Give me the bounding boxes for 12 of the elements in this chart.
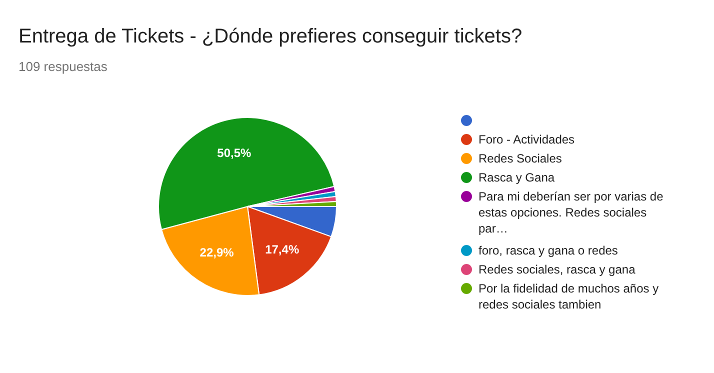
legend-label: Por la fidelidad de muchos años y redes sociales tambien	[478, 282, 659, 312]
chart-title: Entrega de Tickets - ¿Dónde prefieres conseguir tickets?	[18, 26, 522, 48]
legend-label: Para mi deberían ser por varias de estas opciones. Redes sociales par…	[478, 190, 664, 236]
data-label: 22,9%	[200, 245, 234, 260]
data-label: 17,4%	[265, 242, 300, 256]
legend-label: Redes Sociales	[478, 152, 562, 166]
legend-label: Foro - Actividades	[478, 132, 575, 146]
legend-label: foro, rasca y gana o redes	[478, 244, 618, 258]
legend-label: Rasca y Gana	[478, 170, 555, 184]
legend-label: Redes sociales, rasca y gana	[478, 262, 636, 276]
data-label: 50,5%	[217, 146, 252, 160]
chart-subtitle: 109 respuestas	[18, 59, 108, 74]
